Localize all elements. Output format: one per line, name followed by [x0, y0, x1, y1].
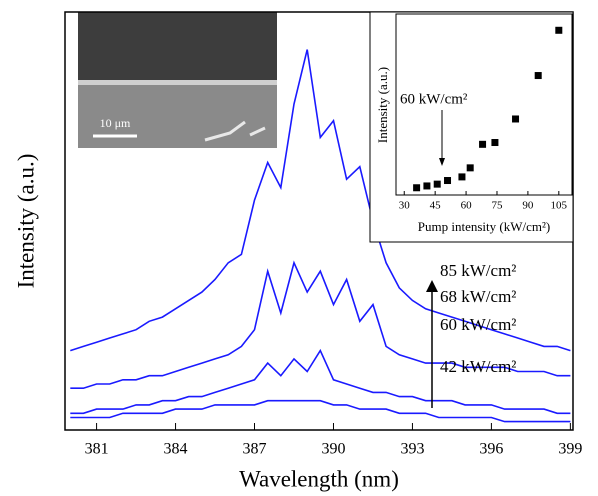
point — [433, 180, 441, 188]
point — [534, 72, 542, 80]
point — [491, 139, 499, 147]
x-tick-label: 60 — [461, 200, 473, 212]
y-axis-label: Intensity (a.u.) — [13, 154, 38, 289]
annotation-arrow-head — [439, 158, 445, 166]
x-tick-label: 390 — [321, 441, 345, 458]
micrograph-top — [78, 12, 277, 82]
x-tick-label: 45 — [430, 200, 442, 212]
point — [555, 26, 563, 34]
x-tick-label: 384 — [164, 441, 188, 458]
spectrum-line — [70, 348, 571, 415]
point — [444, 177, 452, 185]
inset-background — [369, 11, 574, 243]
scale-label: 10 μm — [100, 116, 131, 130]
x-tick-label: 30 — [399, 200, 411, 212]
legend-label: 42 kW/cm² — [440, 357, 516, 376]
point — [466, 164, 474, 172]
spectrum-line — [70, 49, 571, 352]
x-tick-label: 75 — [491, 200, 503, 212]
x-tick-label: 393 — [400, 441, 424, 458]
legend-label: 85 kW/cm² — [440, 261, 516, 280]
plot-frame — [395, 13, 573, 196]
annotation: 60 kW/cm² — [400, 91, 468, 107]
point — [413, 184, 421, 192]
spectrum-line — [70, 260, 571, 389]
x-axis-label: Pump intensity (kW/cm²) — [418, 219, 550, 234]
x-tick-label: 396 — [479, 441, 503, 458]
point — [458, 173, 466, 181]
x-tick-label: 105 — [551, 200, 568, 212]
y-axis-label: Intensity (a.u.) — [375, 67, 390, 143]
point — [512, 115, 520, 123]
micrograph-debris — [204, 120, 266, 142]
x-tick-label: 381 — [85, 441, 109, 458]
legend-label: 60 kW/cm² — [440, 315, 516, 334]
spectrum-line — [70, 399, 571, 423]
point — [479, 140, 487, 148]
x-axis-label: Wavelength (nm) — [239, 466, 399, 491]
x-tick-label: 399 — [558, 441, 582, 458]
x-tick-label: 90 — [522, 200, 534, 212]
x-tick-label: 387 — [243, 441, 267, 458]
micrograph-layer — [78, 80, 277, 85]
legend-label: 68 kW/cm² — [440, 287, 516, 306]
point — [423, 182, 431, 190]
arrow-head — [426, 280, 438, 292]
